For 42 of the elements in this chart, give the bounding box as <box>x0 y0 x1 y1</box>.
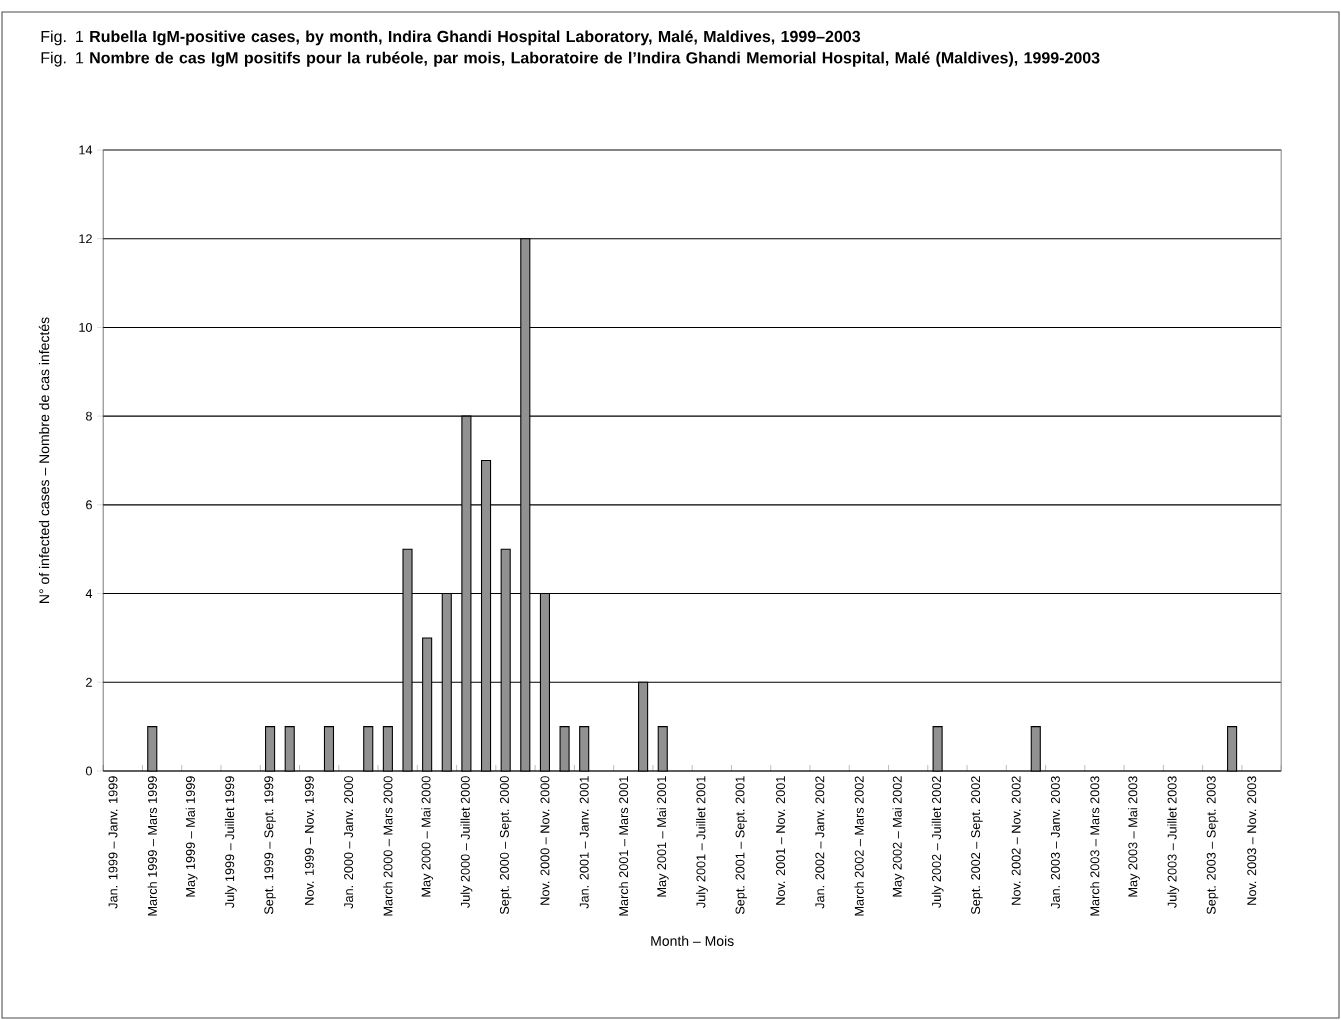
x-tick-label: July 2001 – Juillet 2001 <box>696 776 708 908</box>
x-tick-label: May 1999 – Mai 1999 <box>185 776 198 897</box>
x-tick-label: Sept. 2001 – Sept. 2001 <box>735 776 748 915</box>
x-tick-label: March 2003 – Mars 2003 <box>1090 776 1100 916</box>
x-tick-label: Nov. 2001 – Nov. 2001 <box>776 776 786 905</box>
x-tick-label: July 2000 – Juillet 2000 <box>460 776 473 908</box>
y-tick-label: 6 <box>86 500 92 510</box>
chart-title: Fig. 1 Rubella IgM-positive cases, by month, Indira Ghandi Hospital Laboratory, Malé, Maldives, 1999–2003 <box>41 30 861 46</box>
chart-subtitle: Fig. 1 Nombre de cas IgM positifs pour la rubéole, par mois, Laboratoire de l’Indira Ghandi Memorial Hospital, Malé (Maldives), 1999-2003 <box>41 51 1100 67</box>
y-tick-label: 14 <box>79 145 93 155</box>
x-tick-label: May 2000 – Mai 2000 <box>421 776 434 897</box>
y-tick-label: 4 <box>85 589 93 598</box>
x-tick-label: Jan. 2002 – Janv. 2002 <box>815 776 825 909</box>
x-tick-label: Jan. 2003 – Janv. 2003 <box>1050 776 1060 909</box>
x-tick-label: Nov. 2000 – Nov. 2000 <box>540 776 550 905</box>
x-tick-label: Nov. 1999 – Nov. 1999 <box>304 776 314 905</box>
x-tick-label: Nov. 2003 – Nov. 2003 <box>1247 776 1257 905</box>
x-tick-label: March 1999 – Mars 1999 <box>147 776 157 916</box>
y-tick-label: 0 <box>85 766 92 776</box>
x-tick-label: July 1999 – Juillet 1999 <box>224 776 237 908</box>
y-axis-title: N° of infected cases – Nombre de cas infectés <box>38 317 50 603</box>
x-tick-label: May 2003 – Mai 2003 <box>1128 776 1140 897</box>
y-tick-label: 10 <box>79 322 92 332</box>
x-tick-label: Jan. 2001 – Janv. 2001 <box>579 776 589 909</box>
x-tick-label: Sept. 2003 – Sept. 2003 <box>1206 776 1219 915</box>
y-tick-label: 12 <box>79 234 92 244</box>
y-tick-label: 8 <box>85 411 92 421</box>
x-tick-label: May 2002 – Mai 2002 <box>892 776 905 897</box>
x-tick-label: Sept. 1999 – Sept. 1999 <box>264 776 276 915</box>
x-tick-label: May 2001 – Mai 2001 <box>656 776 669 897</box>
x-axis-title: Month – Mois <box>651 935 734 946</box>
x-tick-label: Sept. 2000 – Sept. 2000 <box>499 776 512 915</box>
x-tick-label: July 2002 – Juillet 2002 <box>931 776 944 908</box>
x-tick-label: Nov. 2002 – Nov. 2002 <box>1011 776 1021 905</box>
x-tick-label: Sept. 2002 – Sept. 2002 <box>971 776 983 915</box>
x-tick-label: March 2000 – Mars 2000 <box>383 776 393 916</box>
y-tick-label: 2 <box>86 677 92 687</box>
x-tick-label: March 2001 – Mars 2001 <box>618 776 629 916</box>
x-tick-label: Jan. 1999 – Janv. 1999 <box>108 776 118 909</box>
x-tick-label: March 2002 – Mars 2002 <box>854 776 864 916</box>
x-tick-label: July 2003 – Juillet 2003 <box>1167 776 1180 908</box>
x-tick-label: Jan. 2000 – Janv. 2000 <box>344 776 354 909</box>
